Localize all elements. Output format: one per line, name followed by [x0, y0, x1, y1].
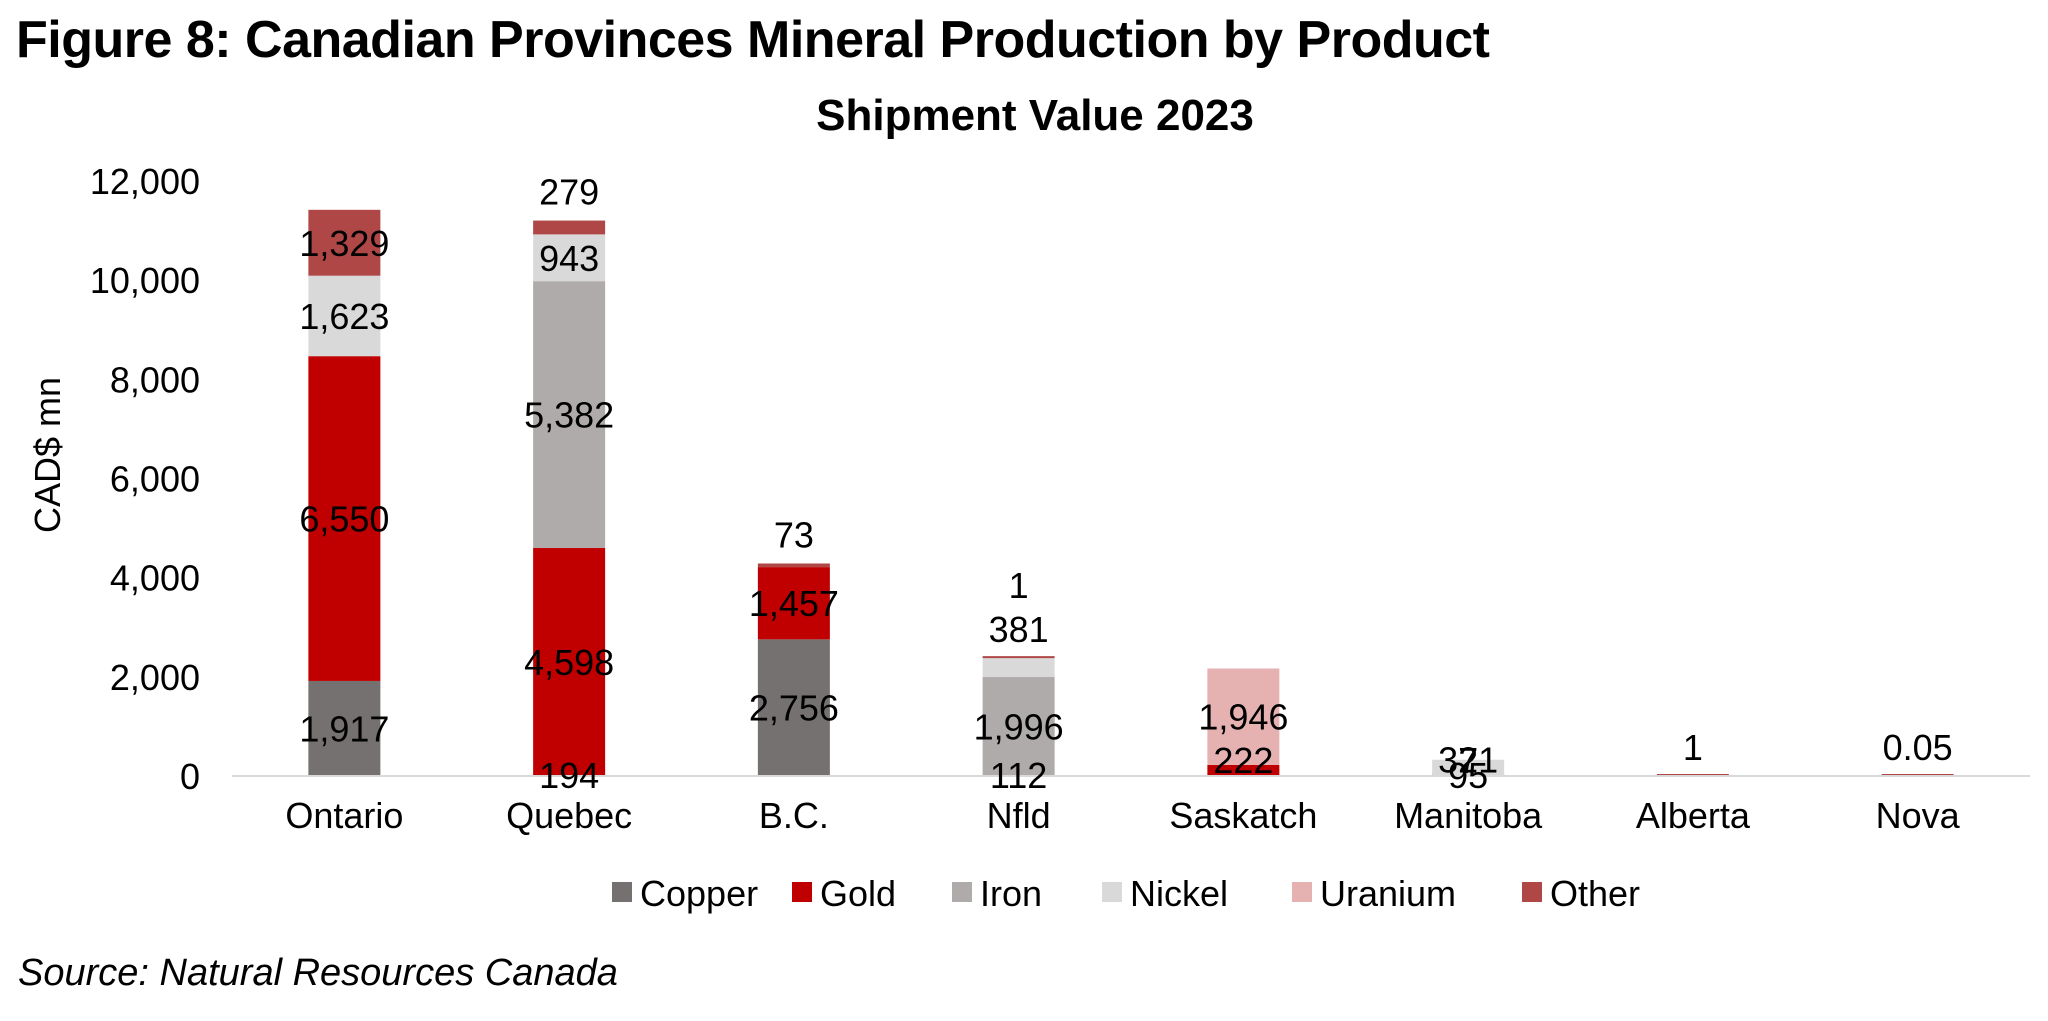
bar-saskatch-uranium [1207, 668, 1280, 765]
data-label-b-c-gold: 1,457 [749, 583, 839, 624]
data-label-quebec-gold: 4,598 [524, 642, 614, 683]
x-tick-label-quebec: Quebec [506, 795, 632, 836]
legend-swatch-other [1522, 882, 1542, 902]
y-axis-label: CAD$ mn [27, 377, 68, 533]
bar-ontario-copper [308, 680, 381, 776]
y-tick-label: 12,000 [90, 161, 200, 202]
data-label-nova-other: 0.05 [1883, 727, 1953, 768]
bar-manitoba-nickel [1432, 759, 1505, 776]
x-tick-label-nfld: Nfld [987, 795, 1051, 836]
data-label-manitoba-gold: 7 [1458, 740, 1478, 781]
data-label-quebec-iron: 5,382 [524, 395, 614, 436]
legend: Copper Gold Iron Nickel Uranium Other [612, 873, 1640, 914]
chart-title: Shipment Value 2023 [816, 91, 1254, 140]
bar-nfld-iron [982, 677, 1055, 776]
legend-label-other: Other [1550, 873, 1640, 914]
bar-quebec-gold [533, 548, 606, 776]
legend-label-gold: Gold [820, 873, 896, 914]
x-axis-ticks: Ontario Quebec B.C. Nfld Saskatch Manitoba Alb… [285, 795, 1960, 836]
data-labels-group: 1,917 6,550 1,623 1,329 4,598 5,382 943 279 2,75… [299, 172, 1952, 796]
y-tick-label: 8,000 [110, 359, 200, 400]
data-label-b-c-other: 73 [774, 514, 814, 555]
legend-label-uranium: Uranium [1320, 873, 1456, 914]
data-label-quebec-nickel: 943 [539, 238, 599, 279]
data-label-manitoba-nickel: 321 [1438, 740, 1498, 781]
x-tick-label-saskatch: Saskatch [1169, 795, 1317, 836]
legend-swatch-uranium [1292, 882, 1312, 902]
y-tick-label: 0 [180, 756, 200, 797]
bar-ontario-nickel [308, 275, 381, 357]
bar-b-c-gold [757, 567, 830, 640]
data-label-b-c-copper: 2,756 [749, 688, 839, 729]
x-tick-label-nova: Nova [1876, 795, 1961, 836]
legend-label-nickel: Nickel [1130, 873, 1228, 914]
bar-nfld-nickel [982, 658, 1055, 678]
bar-ontario-other [308, 209, 381, 276]
bar-saskatch-gold [1207, 764, 1280, 776]
legend-swatch-copper [612, 882, 632, 902]
x-tick-label-ontario: Ontario [285, 795, 403, 836]
data-label-quebec-other: 279 [539, 172, 599, 213]
bar-quebec-nickel [533, 234, 606, 282]
bars-group [308, 209, 1954, 776]
bar-b-c-other [757, 563, 830, 568]
data-label-saskatch-gold: 222 [1213, 740, 1273, 781]
figure-title: Figure 8: Canadian Provinces Mineral Pro… [16, 11, 1490, 69]
legend-swatch-iron [952, 882, 972, 902]
source-note: Source: Natural Resources Canada [18, 952, 618, 994]
legend-label-iron: Iron [980, 873, 1042, 914]
data-label-quebec-copper-base: 194 [539, 755, 599, 796]
y-axis-ticks: 0 2,000 4,000 6,000 8,000 10,000 12,000 [90, 161, 200, 797]
bar-ontario-gold [308, 356, 381, 681]
y-tick-label: 6,000 [110, 459, 200, 500]
y-tick-label: 4,000 [110, 558, 200, 599]
bar-nfld-other [982, 656, 1055, 659]
y-tick-label: 10,000 [90, 260, 200, 301]
data-label-nfld-other: 1 [1009, 565, 1029, 606]
legend-swatch-nickel [1102, 882, 1122, 902]
data-label-ontario-nickel: 1,623 [299, 296, 389, 337]
data-label-alberta-other: 1 [1683, 727, 1703, 768]
data-label-nfld-copper-base: 112 [990, 755, 1047, 796]
y-tick-label: 2,000 [110, 657, 200, 698]
data-label-ontario-copper: 1,917 [299, 708, 389, 749]
data-label-ontario-other: 1,329 [299, 223, 389, 264]
bar-quebec-other [533, 220, 606, 235]
bar-b-c-copper [757, 639, 830, 776]
data-label-manitoba-copper-base: 95 [1448, 755, 1488, 796]
data-label-nfld-iron: 1,996 [974, 707, 1064, 748]
legend-swatch-gold [792, 882, 812, 902]
x-tick-label-b-c: B.C. [759, 795, 829, 836]
bar-quebec-iron [533, 281, 606, 549]
data-label-ontario-gold: 6,550 [299, 499, 389, 540]
data-label-saskatch-uranium: 1,946 [1198, 697, 1288, 738]
data-label-nfld-nickel: 381 [989, 609, 1049, 650]
x-tick-label-manitoba: Manitoba [1394, 795, 1543, 836]
legend-label-copper: Copper [640, 873, 758, 914]
x-tick-label-alberta: Alberta [1636, 795, 1751, 836]
